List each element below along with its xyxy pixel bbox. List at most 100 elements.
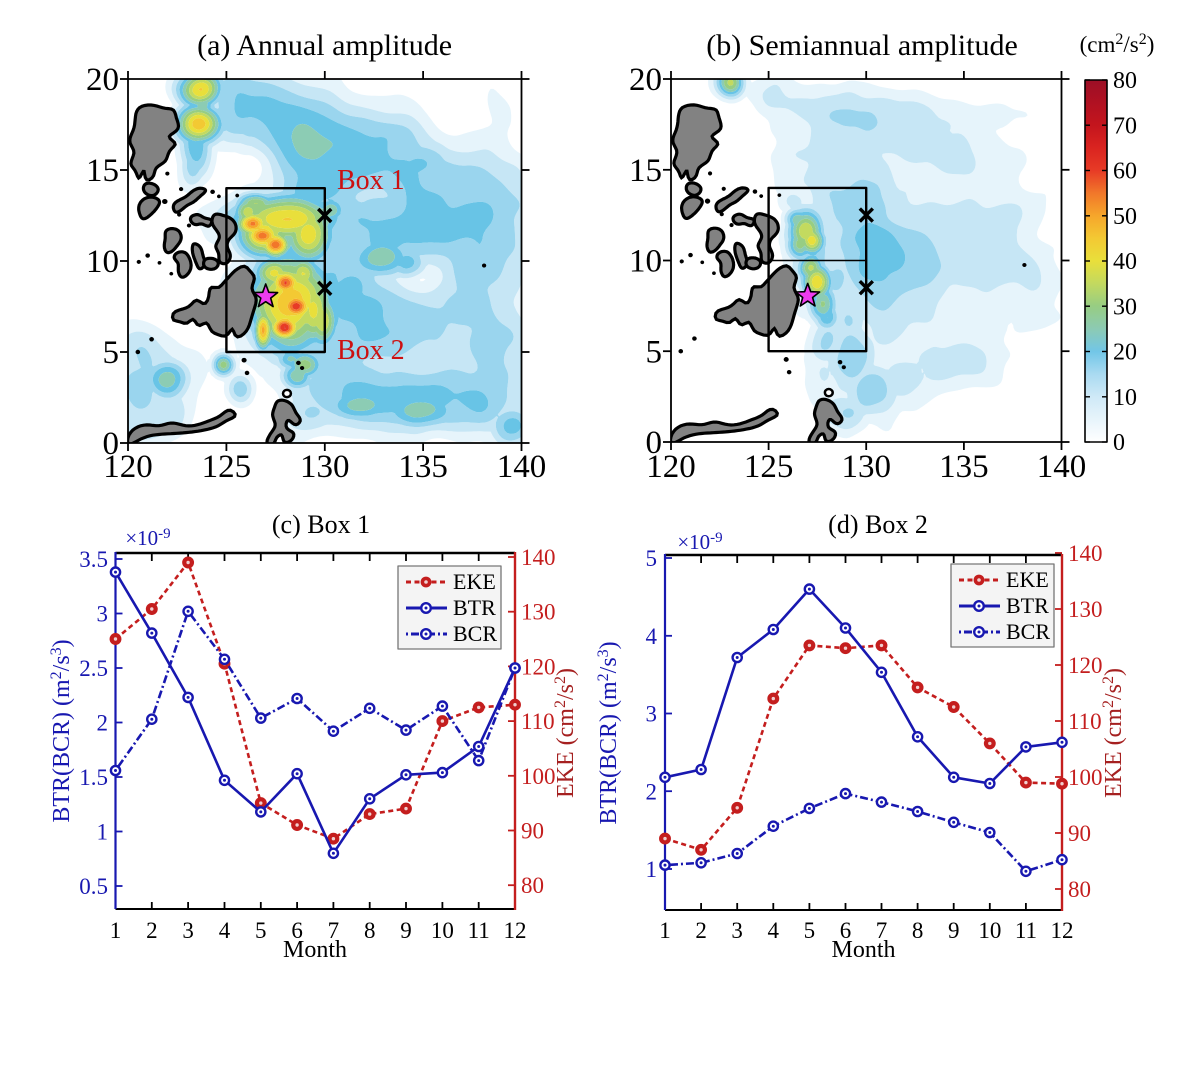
- svg-text:(a) Annual amplitude: (a) Annual amplitude: [197, 29, 452, 62]
- svg-text:7: 7: [328, 918, 340, 943]
- svg-text:4: 4: [768, 918, 780, 943]
- svg-text:BCR: BCR: [453, 621, 497, 646]
- svg-text:15: 15: [629, 153, 662, 189]
- svg-text:BTR: BTR: [1006, 593, 1049, 618]
- svg-text:125: 125: [202, 449, 252, 485]
- svg-text:140: 140: [1068, 541, 1103, 566]
- svg-text:70: 70: [1113, 113, 1137, 139]
- svg-text:6: 6: [840, 918, 852, 943]
- svg-text:1: 1: [646, 857, 658, 882]
- svg-text:1: 1: [110, 918, 122, 943]
- svg-text:5: 5: [646, 546, 658, 571]
- svg-text:12: 12: [504, 918, 527, 943]
- svg-text:12: 12: [1051, 918, 1074, 943]
- svg-text:Month: Month: [831, 937, 895, 963]
- svg-text:Box 1: Box 1: [337, 165, 405, 196]
- svg-text:0: 0: [103, 426, 120, 462]
- svg-text:EKE (cm2/s2): EKE (cm2/s2): [552, 668, 579, 798]
- svg-text:(b) Semiannual amplitude: (b) Semiannual amplitude: [706, 29, 1018, 62]
- svg-text:3: 3: [97, 602, 109, 627]
- svg-text:×10-9: ×10-9: [125, 526, 170, 550]
- svg-text:1: 1: [97, 820, 109, 845]
- svg-text:2: 2: [146, 918, 158, 943]
- svg-text:1.5: 1.5: [79, 765, 108, 790]
- svg-text:10: 10: [86, 244, 119, 280]
- svg-text:2: 2: [695, 918, 707, 943]
- svg-text:50: 50: [1113, 204, 1137, 230]
- svg-text:BTR: BTR: [453, 595, 496, 620]
- svg-text:110: 110: [1068, 709, 1102, 734]
- svg-text:6: 6: [291, 918, 303, 943]
- svg-text:1: 1: [659, 918, 671, 943]
- svg-text:4: 4: [646, 624, 658, 649]
- svg-text:BCR: BCR: [1006, 619, 1050, 644]
- svg-text:4: 4: [219, 918, 231, 943]
- svg-text:20: 20: [1113, 340, 1137, 366]
- svg-text:130: 130: [1068, 597, 1103, 622]
- svg-text:80: 80: [521, 873, 544, 898]
- svg-text:(d) Box 2: (d) Box 2: [828, 510, 928, 539]
- svg-text:5: 5: [255, 918, 267, 943]
- svg-text:140: 140: [521, 545, 556, 570]
- svg-text:120: 120: [521, 654, 556, 679]
- svg-text:110: 110: [521, 709, 555, 734]
- svg-text:130: 130: [842, 449, 892, 485]
- svg-text:120: 120: [1068, 653, 1103, 678]
- svg-text:BTR(BCR) (m2/s3): BTR(BCR) (m2/s3): [595, 641, 622, 824]
- svg-text:3: 3: [646, 702, 658, 727]
- svg-text:11: 11: [1015, 918, 1037, 943]
- svg-text:BTR(BCR) (m2/s3): BTR(BCR) (m2/s3): [48, 639, 75, 822]
- svg-text:20: 20: [86, 62, 119, 98]
- svg-text:120: 120: [646, 449, 696, 485]
- svg-text:3: 3: [731, 918, 743, 943]
- svg-text:5: 5: [804, 918, 816, 943]
- svg-text:9: 9: [400, 918, 412, 943]
- svg-text:8: 8: [912, 918, 924, 943]
- svg-text:0.5: 0.5: [79, 874, 108, 899]
- svg-text:(c) Box 1: (c) Box 1: [272, 510, 370, 539]
- svg-text:Month: Month: [283, 937, 347, 963]
- svg-text:5: 5: [103, 335, 120, 371]
- svg-text:100: 100: [521, 764, 556, 789]
- svg-text:30: 30: [1113, 294, 1137, 320]
- svg-text:140: 140: [1037, 449, 1087, 485]
- svg-text:140: 140: [497, 449, 547, 485]
- svg-text:135: 135: [939, 449, 989, 485]
- svg-text:2.5: 2.5: [79, 656, 108, 681]
- svg-text:90: 90: [521, 819, 544, 844]
- svg-text:8: 8: [364, 918, 376, 943]
- svg-text:135: 135: [398, 449, 448, 485]
- svg-text:10: 10: [431, 918, 454, 943]
- svg-text:125: 125: [744, 449, 794, 485]
- svg-text:0: 0: [646, 425, 663, 461]
- svg-text:15: 15: [86, 153, 119, 189]
- svg-text:3.5: 3.5: [79, 547, 108, 572]
- svg-text:90: 90: [1068, 821, 1091, 846]
- svg-text:EKE: EKE: [453, 569, 496, 594]
- svg-text:11: 11: [468, 918, 490, 943]
- svg-text:80: 80: [1113, 68, 1137, 94]
- svg-text:40: 40: [1113, 249, 1137, 275]
- svg-text:×10-9: ×10-9: [677, 530, 722, 554]
- svg-text:5: 5: [646, 334, 663, 370]
- svg-text:10: 10: [978, 918, 1001, 943]
- svg-text:EKE (cm2/s2): EKE (cm2/s2): [1100, 668, 1127, 798]
- svg-text:20: 20: [629, 62, 662, 98]
- svg-text:2: 2: [97, 711, 109, 736]
- svg-text:10: 10: [1113, 385, 1137, 411]
- svg-text:3: 3: [182, 918, 194, 943]
- svg-text:9: 9: [948, 918, 960, 943]
- svg-text:10: 10: [629, 244, 662, 280]
- svg-text:Box 2: Box 2: [337, 335, 405, 366]
- svg-text:0: 0: [1113, 430, 1125, 456]
- svg-text:2: 2: [646, 779, 658, 804]
- svg-text:120: 120: [103, 449, 153, 485]
- svg-text:60: 60: [1113, 159, 1137, 185]
- svg-text:EKE: EKE: [1006, 567, 1049, 592]
- svg-text:80: 80: [1068, 877, 1091, 902]
- svg-text:100: 100: [1068, 765, 1103, 790]
- svg-text:(cm2/s2): (cm2/s2): [1080, 31, 1155, 57]
- svg-text:130: 130: [300, 449, 350, 485]
- svg-text:7: 7: [876, 918, 888, 943]
- svg-text:130: 130: [521, 600, 556, 625]
